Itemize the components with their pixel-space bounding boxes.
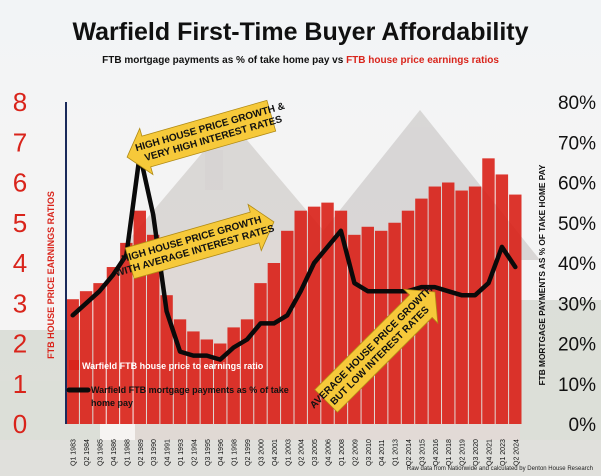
x-tick-label: Q2 2014: [406, 439, 413, 466]
x-tick-label: Q3 2020: [473, 439, 480, 466]
x-tick-label: Q1 2013: [393, 439, 400, 466]
bar-q3-1990: [146, 234, 160, 424]
x-tick-label: Q4 1991: [165, 439, 172, 466]
x-tick-label: Q3 1985: [98, 439, 105, 466]
x-tick-label: Q1 1993: [178, 439, 185, 466]
subtitle-red-part: FTB house price earnings ratios: [346, 55, 499, 66]
bar-q1-1988: [120, 242, 133, 424]
x-tick-label: Q3 1995: [205, 439, 212, 466]
legend-line-label-1: Warfield FTB mortgage payments as % of t…: [91, 385, 289, 395]
line-series: [70, 152, 518, 362]
left-tick-label: 0: [13, 409, 27, 439]
annotation-arrow-1: HIGH HOUSE PRICE GROWTH & VERY HIGH INTE…: [126, 99, 286, 176]
right-tick-label: 80%: [558, 93, 596, 114]
subtitle-vs: vs: [329, 55, 347, 66]
x-tick-label: Q2 2024: [513, 439, 520, 466]
legend-bar-label: Warfield FTB house price to earnings rat…: [82, 361, 264, 371]
x-tick-label: Q3 2010: [366, 439, 373, 466]
bar-q3-2020: [468, 186, 482, 424]
x-tick-label: Q1 1998: [232, 439, 239, 466]
right-tick-label: 20%: [558, 335, 596, 356]
left-tick-label: 7: [13, 127, 27, 157]
bar-q1-2003: [281, 230, 294, 424]
legend-bar-swatch: [69, 360, 79, 370]
x-tick-label: Q1 1988: [124, 439, 131, 466]
bar-q4-1996: [214, 343, 227, 424]
x-tick-label: Q2 1999: [245, 439, 252, 466]
left-tick-label: 3: [13, 288, 27, 318]
bar-q4-2021: [482, 158, 495, 424]
left-axis-ticks: 0 1 2 3 4 5 6 7 8: [13, 87, 27, 439]
x-tick-label: Q4 2016: [433, 439, 440, 466]
bar-q2-1999: [240, 319, 254, 424]
x-tick-label: Q4 2006: [326, 439, 333, 466]
bar-q4-1986: [106, 267, 120, 424]
x-tick-label: Q1 2003: [285, 439, 292, 466]
x-tick-label: Q4 1996: [218, 439, 225, 466]
bar-q1-2023: [495, 174, 509, 424]
source-note: Raw data from Nationwide and calculated …: [406, 466, 593, 472]
x-tick-label: Q4 2011: [379, 440, 386, 466]
x-tick-label: Q4 1986: [111, 439, 118, 466]
subtitle-black-part: FTB mortgage payments as % of take home …: [102, 55, 330, 66]
bar-q3-1985: [93, 283, 106, 424]
left-tick-label: 4: [13, 248, 27, 278]
right-tick-label: 50%: [558, 214, 596, 235]
right-tick-label: 70%: [558, 133, 596, 154]
bar-q2-2004: [294, 210, 307, 424]
left-tick-label: 5: [13, 208, 27, 238]
x-tick-label: Q2 2009: [352, 439, 359, 466]
x-tick-label: Q2 1989: [138, 439, 145, 466]
bar-q2-2024: [509, 194, 522, 424]
chart-title: Warfield First-Time Buyer Affordability: [72, 18, 529, 46]
x-tick-label: Q3 2005: [312, 439, 319, 466]
left-axis-label: FTB HOUSE PRICE EARNINGS RATIOS: [46, 191, 56, 359]
x-tick-label: Q3 2015: [419, 439, 426, 466]
x-tick-label: Q2 1984: [84, 439, 91, 466]
right-tick-label: 60%: [558, 174, 596, 195]
x-tick-label: Q1 1983: [71, 439, 78, 466]
right-tick-label: 30%: [558, 294, 596, 315]
chart-subtitle: FTB mortgage payments as % of take home …: [0, 55, 601, 66]
bar-q4-2001: [267, 263, 281, 424]
x-tick-label: Q3 2000: [259, 439, 266, 466]
left-tick-label: 2: [13, 329, 27, 359]
bar-q1-1998: [227, 327, 240, 424]
x-tick-label: Q4 2001: [272, 439, 279, 466]
x-axis-ticks: Q1 1983 Q2 1984 Q3 1985 Q4 1986 Q1 1988 Q2 19…: [71, 439, 521, 466]
x-tick-label: Q3 1990: [151, 439, 158, 466]
bar-q3-2000: [254, 283, 267, 424]
right-tick-label: 40%: [558, 254, 596, 275]
x-tick-label: Q1 2018: [446, 439, 453, 466]
right-axis-label: FTB MORTGAGE PAYMENTS AS % OF TAKE HOME …: [537, 164, 547, 385]
x-tick-label: Q1 2023: [500, 439, 507, 466]
legend: Warfield FTB house price to earnings rat…: [66, 360, 289, 408]
right-tick-label: 10%: [558, 375, 596, 396]
left-tick-label: 6: [13, 168, 27, 198]
right-axis-ticks: 0% 10% 20% 30% 40% 50% 60% 70% 80%: [558, 93, 596, 436]
x-tick-label: Q2 1994: [191, 439, 198, 466]
x-tick-label: Q4 2021: [487, 439, 494, 466]
left-tick-label: 1: [13, 369, 27, 399]
x-tick-label: Q2 2019: [460, 439, 467, 466]
x-tick-label: Q1 2008: [339, 439, 346, 466]
bar-q4-2006: [321, 202, 334, 424]
bar-q1-2018: [442, 182, 455, 424]
left-tick-label: 8: [13, 87, 27, 117]
legend-line-label-2: home pay: [91, 398, 133, 408]
bar-q3-2010: [361, 226, 374, 424]
bar-q3-1995: [200, 339, 214, 424]
right-tick-label: 0%: [569, 415, 597, 436]
x-tick-label: Q2 2004: [299, 439, 306, 466]
bar-q2-2019: [455, 190, 468, 424]
bar-q2-1994: [187, 331, 200, 424]
